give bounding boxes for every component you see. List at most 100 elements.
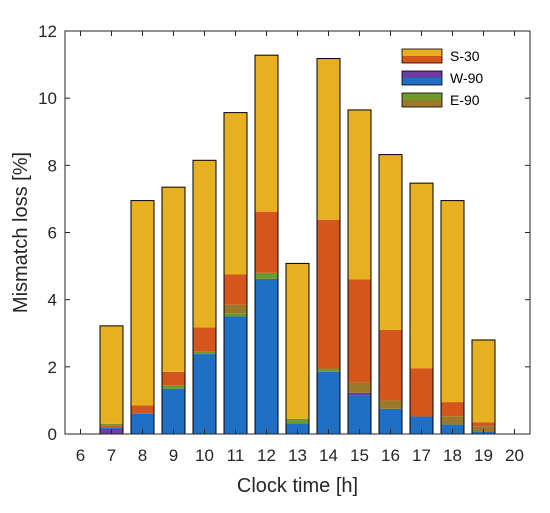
bar-13: [285, 262, 310, 435]
bar-11-segment-3: [224, 274, 247, 305]
y-tick-label: 8: [48, 156, 57, 175]
bar-15-segment-1: [348, 392, 371, 396]
bar-12-segment-3: [255, 55, 278, 212]
bar-13-segment-0: [286, 423, 309, 434]
bar-12-segment-1: [255, 272, 278, 279]
bar-11-segment-1: [224, 313, 247, 317]
bar-7-segment-3: [100, 423, 123, 426]
bar-17-segment-2: [410, 183, 433, 369]
legend: S-30 W-90 E-90: [401, 48, 483, 108]
bar-10-segment-0: [193, 354, 216, 434]
y-tick-label: 10: [38, 89, 57, 108]
bar-11-segment-0: [224, 316, 247, 434]
legend-label: E-90: [450, 92, 480, 108]
bar-10-segment-2: [193, 327, 216, 352]
legend-item: W-90: [401, 70, 483, 86]
x-axis: 6 7 8 9 10 11 12 13 14 15 16 17 18 19 20: [76, 31, 524, 465]
legend-swatch-lower: [402, 78, 442, 85]
bar-19: [471, 339, 496, 435]
bar-8-segment-0: [131, 413, 154, 434]
bars-layer: [99, 54, 496, 435]
y-axis-title: Mismatch loss [%]: [10, 152, 32, 313]
bar-10: [192, 159, 217, 435]
y-tick-label: 4: [48, 291, 57, 310]
bar-12: [254, 54, 279, 435]
x-tick-label: 6: [76, 446, 85, 465]
bar-16: [378, 154, 403, 435]
legend-item: S-30: [401, 48, 480, 64]
bar-7-segment-4: [100, 325, 123, 424]
bar-12-segment-0: [255, 278, 278, 434]
bar-16-segment-3: [379, 154, 402, 330]
x-tick-label: 19: [474, 446, 493, 465]
x-tick-label: 13: [288, 446, 307, 465]
bar-14-segment-0: [317, 371, 340, 434]
x-tick-label: 11: [227, 446, 245, 465]
bar-14-segment-2: [317, 219, 340, 369]
x-tick-label: 15: [350, 446, 369, 465]
bar-9-segment-1: [162, 385, 185, 389]
bar-11-segment-4: [224, 112, 247, 275]
bar-18-segment-1: [441, 416, 464, 425]
y-tick-label: 6: [48, 224, 57, 243]
bar-17-segment-1: [410, 368, 433, 417]
x-tick-label: 10: [195, 446, 214, 465]
bar-18-segment-2: [441, 402, 464, 417]
bar-11-segment-2: [224, 304, 247, 314]
bar-15-segment-0: [348, 395, 371, 434]
bar-19-segment-3: [472, 339, 495, 423]
bar-14-segment-3: [317, 58, 340, 220]
bar-16-segment-2: [379, 329, 402, 401]
x-tick-label: 12: [257, 446, 276, 465]
bar-15-segment-4: [348, 109, 371, 280]
x-tick-label: 9: [169, 446, 178, 465]
x-tick-label: 14: [319, 446, 338, 465]
bar-19-segment-2: [472, 422, 495, 427]
bar-9-segment-2: [162, 371, 185, 386]
x-tick-label: 7: [107, 446, 116, 465]
bar-9-segment-3: [162, 187, 185, 372]
bar-13-segment-1: [286, 418, 309, 424]
legend-label: S-30: [450, 48, 480, 64]
bar-16-segment-1: [379, 400, 402, 409]
bar-18: [440, 200, 465, 435]
bar-16-segment-0: [379, 408, 402, 434]
bar-8-segment-2: [131, 200, 154, 406]
bar-11: [223, 112, 248, 435]
legend-swatch-border: [401, 70, 443, 86]
x-tick-label: 17: [412, 446, 431, 465]
bar-15-segment-2: [348, 382, 371, 393]
legend-swatch-lower: [402, 56, 442, 63]
bar-17: [409, 182, 434, 435]
bar-8: [130, 200, 155, 435]
x-axis-title: Clock time [h]: [237, 475, 358, 497]
bar-8-segment-1: [131, 405, 154, 414]
x-tick-label: 16: [381, 446, 400, 465]
x-tick-label: 20: [505, 446, 524, 465]
bar-14: [316, 58, 341, 435]
bar-18-segment-3: [441, 200, 464, 403]
legend-swatch-border: [401, 92, 443, 108]
legend-swatch-border: [401, 48, 443, 64]
bar-9-segment-0: [162, 388, 185, 434]
legend-swatch-lower: [402, 100, 442, 107]
x-tick-label: 8: [138, 446, 147, 465]
bar-9: [161, 186, 186, 435]
legend-label: W-90: [450, 70, 483, 86]
y-tick-label: 12: [38, 22, 57, 41]
y-axis: 0 2 4 6 8 10 12: [38, 22, 530, 444]
bar-7-segment-2: [100, 425, 123, 428]
x-tick-label: 18: [443, 446, 462, 465]
bar-13-segment-2: [286, 263, 309, 419]
bar-15: [347, 109, 372, 435]
legend-item: E-90: [401, 92, 480, 108]
bar-7-segment-1: [100, 427, 123, 429]
bar-15-segment-3: [348, 279, 371, 383]
y-tick-label: 0: [48, 425, 57, 444]
bar-12-segment-2: [255, 211, 278, 273]
bar-17-segment-0: [410, 416, 433, 434]
bar-19-segment-1: [472, 426, 495, 432]
bar-14-segment-1: [317, 368, 340, 372]
bar-10-segment-3: [193, 160, 216, 328]
